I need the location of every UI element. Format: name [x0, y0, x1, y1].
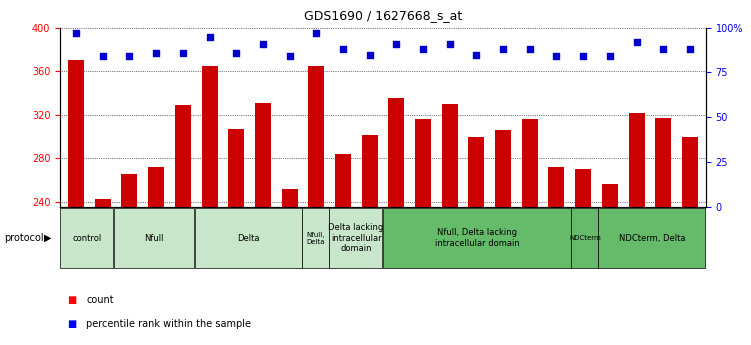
- Point: [204, 34, 216, 39]
- Point: [497, 46, 509, 52]
- Point: [70, 30, 82, 36]
- Text: Nfull, Delta lacking
intracellular domain: Nfull, Delta lacking intracellular domai…: [435, 228, 520, 248]
- Point: [150, 50, 162, 56]
- Text: ■: ■: [68, 319, 77, 329]
- Text: NDCterm, Delta: NDCterm, Delta: [619, 234, 686, 243]
- Bar: [228, 129, 244, 345]
- Point: [684, 46, 696, 52]
- Text: Delta: Delta: [237, 234, 260, 243]
- Point: [417, 46, 429, 52]
- Point: [231, 50, 243, 56]
- FancyBboxPatch shape: [60, 208, 113, 268]
- Text: NDCterm: NDCterm: [569, 235, 601, 241]
- Point: [391, 41, 403, 47]
- Bar: [495, 130, 511, 345]
- Point: [631, 39, 643, 45]
- Point: [604, 53, 616, 59]
- FancyBboxPatch shape: [302, 208, 328, 268]
- Point: [123, 53, 135, 59]
- Point: [257, 41, 269, 47]
- Point: [523, 46, 535, 52]
- Text: GDS1690 / 1627668_s_at: GDS1690 / 1627668_s_at: [304, 9, 462, 22]
- Bar: [442, 104, 458, 345]
- Bar: [575, 169, 591, 345]
- Text: count: count: [86, 295, 114, 305]
- Bar: [548, 167, 565, 345]
- Text: Nfull: Nfull: [144, 234, 164, 243]
- FancyBboxPatch shape: [572, 208, 598, 268]
- Bar: [175, 105, 191, 345]
- Text: Nfull,
Delta: Nfull, Delta: [306, 231, 325, 245]
- Text: percentile rank within the sample: percentile rank within the sample: [86, 319, 252, 329]
- Bar: [68, 60, 84, 345]
- Point: [578, 53, 590, 59]
- Bar: [362, 135, 378, 345]
- FancyBboxPatch shape: [383, 208, 571, 268]
- Bar: [148, 167, 164, 345]
- Bar: [655, 118, 671, 345]
- Point: [363, 52, 376, 57]
- Bar: [629, 114, 644, 345]
- FancyBboxPatch shape: [114, 208, 194, 268]
- Bar: [122, 174, 137, 345]
- Bar: [308, 66, 324, 345]
- Bar: [335, 154, 351, 345]
- Point: [470, 52, 482, 57]
- Bar: [282, 188, 297, 345]
- Text: Delta lacking
intracellular
domain: Delta lacking intracellular domain: [328, 223, 384, 253]
- Point: [444, 41, 456, 47]
- FancyBboxPatch shape: [599, 208, 705, 268]
- FancyBboxPatch shape: [329, 208, 382, 268]
- Bar: [469, 137, 484, 345]
- Bar: [522, 119, 538, 345]
- Text: ■: ■: [68, 295, 77, 305]
- Point: [284, 53, 296, 59]
- Text: control: control: [72, 234, 101, 243]
- FancyBboxPatch shape: [195, 208, 302, 268]
- Bar: [682, 137, 698, 345]
- Text: protocol: protocol: [4, 233, 44, 243]
- Bar: [95, 199, 111, 345]
- Point: [550, 53, 562, 59]
- Point: [310, 30, 322, 36]
- Bar: [388, 98, 404, 345]
- Bar: [201, 66, 218, 345]
- Bar: [255, 102, 271, 345]
- Point: [657, 46, 669, 52]
- Point: [176, 50, 189, 56]
- Point: [337, 46, 349, 52]
- Bar: [602, 184, 618, 345]
- Point: [97, 53, 109, 59]
- Text: ▶: ▶: [44, 233, 51, 243]
- Bar: [415, 119, 431, 345]
